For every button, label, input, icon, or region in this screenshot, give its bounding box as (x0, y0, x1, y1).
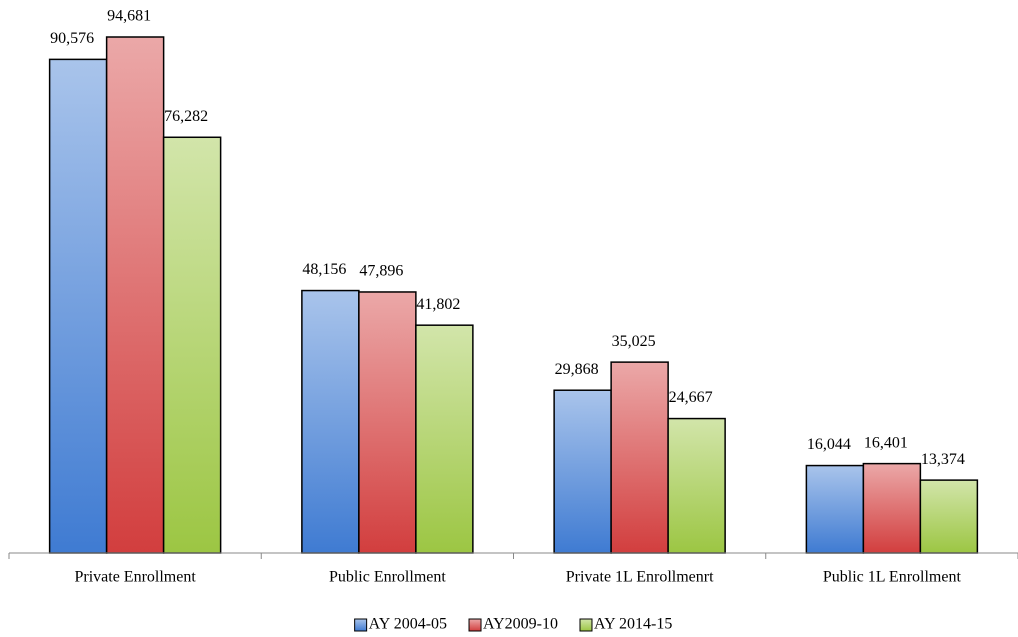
data-label: 41,802 (416, 296, 460, 313)
data-label: 29,868 (555, 361, 599, 378)
legend-label: AY 2004-05 (369, 616, 447, 633)
data-label: 35,025 (612, 333, 656, 350)
legend-swatch (468, 618, 482, 632)
data-label: 13,374 (921, 451, 965, 468)
data-label: 47,896 (359, 263, 403, 280)
bar (610, 361, 669, 554)
bar (301, 289, 360, 554)
data-label: 90,576 (50, 30, 94, 47)
legend-label: AY 2014-15 (594, 616, 672, 633)
bar (358, 291, 417, 554)
x-tick-label: Private 1L Enrollmenrt (566, 569, 714, 586)
legend: AY 2004-05 AY2009-10 AY 2014-15 (354, 616, 672, 633)
x-tick-label: Private Enrollment (74, 569, 196, 586)
legend-swatch (579, 618, 593, 632)
legend-swatch (354, 618, 368, 632)
data-label: 24,667 (669, 389, 713, 406)
x-tick-label: Public 1L Enrollment (823, 569, 962, 586)
x-tick-label: Public Enrollment (329, 569, 446, 586)
bar (48, 58, 108, 554)
bar (667, 417, 726, 554)
bar (553, 389, 612, 554)
data-label: 48,156 (302, 261, 346, 278)
legend-label: AY2009-10 (483, 616, 558, 633)
data-label: 94,681 (107, 8, 151, 25)
data-label: 16,044 (807, 436, 851, 453)
bar (919, 479, 979, 554)
bar (105, 36, 165, 554)
bar (862, 462, 922, 554)
data-label: 76,282 (164, 108, 208, 125)
bar (162, 136, 222, 554)
bar (805, 464, 865, 554)
bar (415, 324, 474, 554)
data-label: 16,401 (864, 434, 908, 451)
